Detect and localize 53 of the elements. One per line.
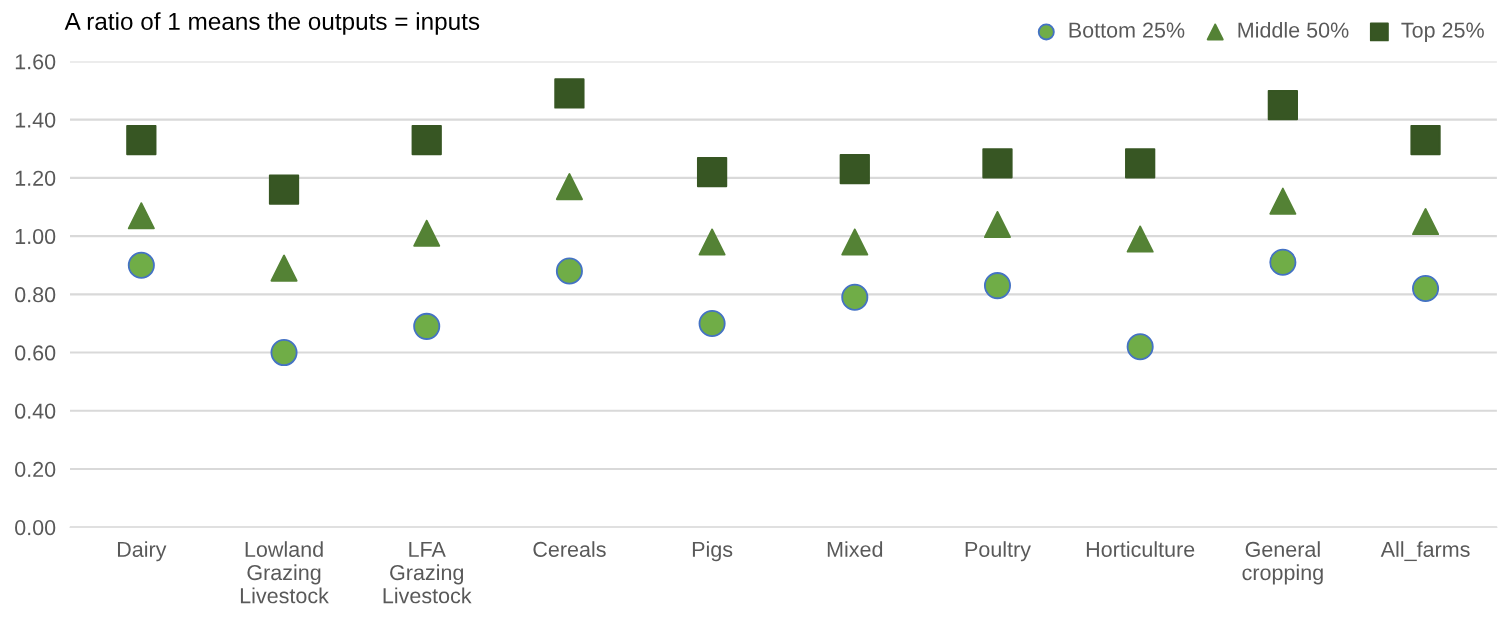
point — [555, 173, 583, 201]
point — [839, 154, 870, 185]
x-tick-label: Horticulture — [1086, 541, 1195, 557]
point — [1269, 187, 1297, 215]
x-tick-label: All_farms — [1380, 541, 1470, 562]
point — [127, 202, 155, 230]
point — [1269, 248, 1297, 276]
legend-label: Middle 50% — [1238, 21, 1349, 38]
point — [1126, 225, 1154, 253]
point — [1410, 124, 1441, 156]
y-tick-label: 1.00 — [15, 228, 56, 245]
point — [270, 339, 298, 367]
chart-title: A ratio of 1 means the outputs = inputs — [64, 12, 480, 35]
x-tick-label: Lowland Grazing Livestock — [240, 541, 329, 604]
point — [983, 272, 1011, 300]
x-tick-label: LFA Grazing Livestock — [383, 541, 472, 604]
x-tick-label: General cropping — [1242, 541, 1323, 585]
y-tick-label: 0.60 — [15, 345, 56, 361]
point — [413, 219, 441, 247]
y-tick-label: 0.00 — [15, 520, 56, 536]
y-tick-label: 1.20 — [15, 170, 56, 186]
point — [1267, 89, 1298, 121]
point — [698, 309, 726, 337]
point — [555, 257, 583, 285]
point — [982, 148, 1013, 179]
legend-label: Top 25% — [1401, 22, 1484, 43]
x-tick-label: Dairy — [117, 541, 167, 562]
point — [127, 251, 155, 279]
y-tick-label: 0.80 — [15, 287, 56, 303]
point — [126, 124, 157, 156]
point — [1126, 333, 1154, 361]
y-tick-label: 1.60 — [15, 54, 56, 70]
point — [554, 78, 585, 109]
point — [983, 210, 1011, 238]
legend-label: Bottom 25% — [1069, 22, 1185, 38]
point — [696, 156, 728, 188]
x-tick-label: Mixed — [827, 541, 883, 557]
y-tick-label: 0.20 — [15, 461, 56, 478]
point — [268, 174, 300, 205]
y-tick-label: 0.40 — [15, 403, 56, 419]
point — [411, 124, 442, 156]
point — [698, 228, 726, 256]
point — [1125, 148, 1156, 179]
point — [413, 312, 441, 340]
x-tick-label: Pigs — [692, 541, 733, 562]
x-tick-label: Cereals — [533, 541, 606, 557]
point — [1412, 208, 1440, 236]
y-tick-label: 1.40 — [15, 112, 56, 128]
point — [1412, 275, 1440, 303]
point — [841, 228, 869, 256]
point — [270, 254, 298, 282]
x-tick-label: Poultry — [965, 541, 1031, 562]
point — [841, 283, 869, 311]
